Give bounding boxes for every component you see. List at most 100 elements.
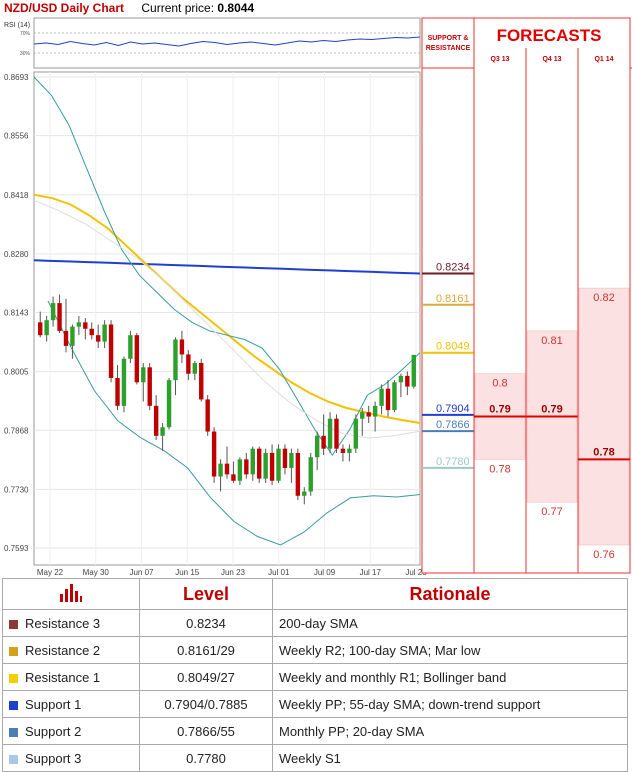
- forecast-value: 0.81: [541, 335, 562, 347]
- x-tick-label: Jul 01: [268, 568, 290, 577]
- x-tick-label: May 30: [83, 568, 110, 577]
- candle: [295, 452, 301, 496]
- candle: [321, 435, 326, 449]
- row-rationale: Weekly S1: [272, 744, 628, 772]
- sr-level-label: 0.7904: [436, 403, 470, 415]
- candle: [192, 363, 197, 374]
- candle: [269, 452, 275, 481]
- color-swatch: [9, 700, 18, 710]
- color-swatch: [9, 619, 18, 629]
- candle: [160, 427, 165, 436]
- sr-level-label: 0.7866: [436, 419, 470, 431]
- sr-title: SUPPORT &: [428, 35, 469, 42]
- chart-canvas: 0.8693 0.8556 0.8418 0.8280 0.8143 0.8005 0.78…: [4, 17, 632, 577]
- candle: [308, 457, 313, 492]
- color-swatch: [9, 646, 18, 656]
- candle: [166, 380, 172, 428]
- candle: [44, 320, 49, 336]
- sr-level-label: 0.8234: [436, 262, 470, 274]
- table-row: Support 3 0.7780 Weekly S1: [2, 744, 628, 772]
- candle: [153, 405, 159, 436]
- candle: [83, 322, 88, 329]
- sr-level-label: 0.7780: [436, 456, 470, 468]
- row-rationale: Weekly R2; 100-day SMA; Mar low: [272, 636, 628, 664]
- forecast-value: 0.8: [492, 378, 507, 390]
- candle: [302, 491, 307, 496]
- forecast-value: 0.79: [489, 404, 510, 416]
- candle: [257, 448, 262, 479]
- current-price: Current price: 0.8044: [141, 1, 255, 15]
- candle: [244, 459, 249, 475]
- candle: [289, 452, 294, 468]
- table-row: Resistance 1 0.8049/27 Weekly and monthly …: [2, 663, 628, 691]
- indicator-line: [33, 259, 421, 275]
- color-swatch: [9, 754, 18, 764]
- candle: [276, 448, 281, 481]
- row-name: Resistance 3: [2, 609, 140, 637]
- levels-table: Level Rationale Resistance 3 0.8234 200-da…: [2, 578, 628, 772]
- row-name: Support 1: [2, 690, 140, 718]
- row-rationale: 200-day SMA: [272, 609, 628, 637]
- row-name: Resistance 1: [2, 663, 140, 691]
- forecast-column-header: Q4 13: [542, 56, 561, 63]
- candle: [372, 405, 378, 417]
- forecast-range: [578, 287, 630, 546]
- candle: [263, 452, 268, 479]
- row-name: Resistance 2: [2, 636, 140, 664]
- x-tick-label: Jun 07: [129, 568, 154, 577]
- table-row: Resistance 2 0.8161/29 Weekly R2; 100-day …: [2, 636, 628, 664]
- candle: [250, 448, 255, 475]
- rsi-label: RSI (14): [4, 22, 30, 29]
- candle: [282, 448, 288, 468]
- candle: [76, 322, 82, 327]
- candle: [353, 418, 359, 449]
- y-tick-label: 0.7730: [4, 485, 29, 494]
- y-tick-label: 0.8143: [4, 309, 29, 318]
- row-name: Support 3: [2, 744, 140, 772]
- indicator-line: [33, 193, 421, 424]
- table-row: Resistance 3 0.8234 200-day SMA: [2, 609, 628, 637]
- candle: [186, 354, 191, 374]
- x-tick-label: Jul 25: [405, 568, 427, 577]
- row-level: 0.7780: [139, 744, 273, 772]
- candle: [108, 324, 114, 379]
- candle: [224, 463, 230, 475]
- candle: [134, 335, 140, 383]
- candle: [115, 378, 120, 406]
- rsi-line: [33, 36, 421, 47]
- candle: [218, 463, 223, 477]
- sr-level-label: 0.8049: [436, 341, 470, 353]
- price-panel-frame: [33, 71, 421, 566]
- forecasts-title: FORECASTS: [497, 26, 602, 45]
- candle: [173, 339, 178, 381]
- forecast-value: 0.76: [593, 549, 614, 561]
- rationale-header: Rationale: [272, 578, 628, 610]
- candle: [231, 474, 236, 481]
- candle: [314, 435, 320, 458]
- candle: [121, 358, 127, 406]
- x-tick-label: Jul 09: [314, 568, 336, 577]
- forecast-value: 0.78: [489, 463, 510, 475]
- candle: [57, 303, 62, 331]
- candle: [141, 367, 146, 383]
- sr-title: RESISTANCE: [426, 45, 471, 52]
- y-tick-label: 0.8005: [4, 368, 29, 377]
- candle: [50, 303, 56, 321]
- candle: [347, 448, 352, 453]
- row-level: 0.7866/55: [139, 717, 273, 745]
- y-tick-label: 0.7593: [4, 544, 29, 553]
- y-tick-label: 0.7868: [4, 426, 29, 435]
- row-level: 0.7904/0.7885: [139, 690, 273, 718]
- forecast-value: 0.78: [593, 446, 614, 458]
- x-tick-label: Jun 23: [221, 568, 246, 577]
- row-rationale: Monthly PP; 20-day SMA: [272, 717, 628, 745]
- forecast-column-header: Q3 13: [490, 56, 509, 63]
- candle: [128, 335, 133, 359]
- x-tick-label: May 22: [37, 568, 64, 577]
- color-swatch: [9, 673, 18, 683]
- y-tick-label: 0.8693: [4, 73, 29, 82]
- candle: [237, 459, 243, 481]
- candle: [327, 418, 333, 449]
- candle: [405, 375, 410, 387]
- forecast-value: 0.79: [541, 404, 562, 416]
